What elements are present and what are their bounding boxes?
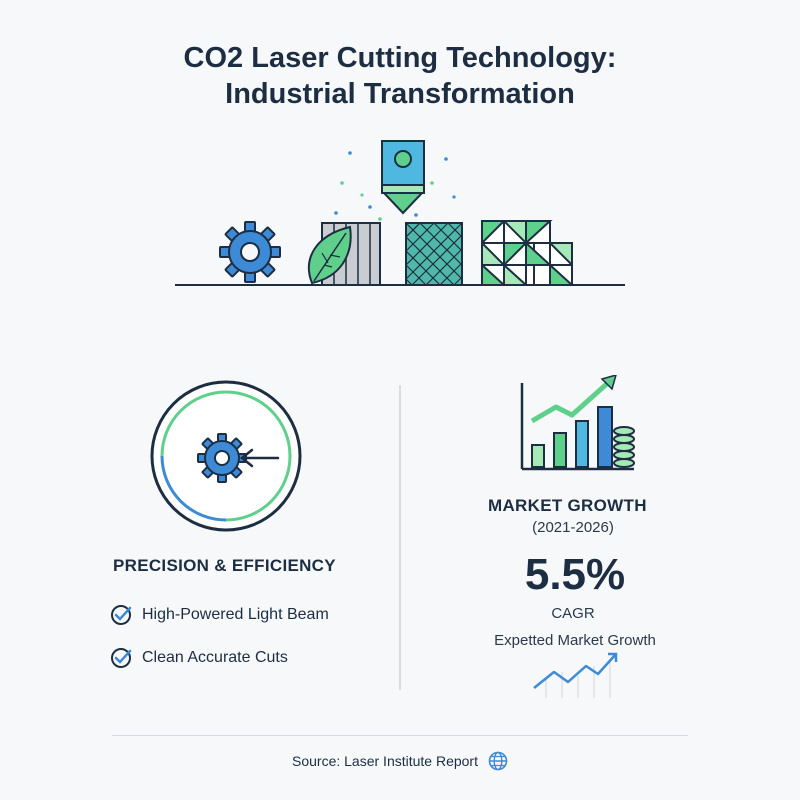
cagr-unit: CAGR: [551, 605, 595, 622]
title-line-2: Industrial Transformation: [225, 78, 575, 110]
feature-item: High-Powered Light Beam: [110, 604, 329, 626]
check-icon: [111, 648, 132, 668]
page-title: CO2 Laser Cutting Technology: Industrial…: [0, 40, 800, 112]
target-gear-icon: [150, 380, 302, 532]
coin-stack-icon: [613, 426, 635, 468]
cagr-value: 5.5%: [524, 550, 626, 599]
gear-icon: [219, 221, 281, 283]
leaf-icon: [307, 225, 352, 285]
growth-sub-label: Expetted Market Growth: [494, 632, 656, 649]
source-line: Source: Laser Institute Report: [0, 751, 800, 771]
footer-divider: [112, 735, 688, 736]
period-label: (2021-2026): [532, 519, 614, 536]
trend-line-icon: [533, 652, 618, 698]
laser-cutting-illustration: [175, 140, 625, 286]
triangle-grid-icon: [481, 220, 575, 286]
title-line-1: CO2 Laser Cutting Technology:: [183, 42, 617, 74]
precision-heading: PRECISION & EFFICIENCY: [113, 556, 336, 575]
feature-label: Clean Accurate Cuts: [142, 649, 288, 666]
check-icon: [111, 605, 132, 625]
lattice-block-icon: [405, 222, 463, 286]
feature-label: High-Powered Light Beam: [142, 606, 329, 623]
feature-item: Clean Accurate Cuts: [110, 647, 288, 669]
globe-icon: [488, 751, 508, 771]
bar-growth-icon: [520, 375, 635, 471]
vertical-divider: [399, 385, 401, 690]
laser-head-icon: [381, 140, 425, 215]
source-text: Source: Laser Institute Report: [292, 753, 478, 769]
market-growth-heading: MARKET GROWTH: [488, 496, 647, 515]
